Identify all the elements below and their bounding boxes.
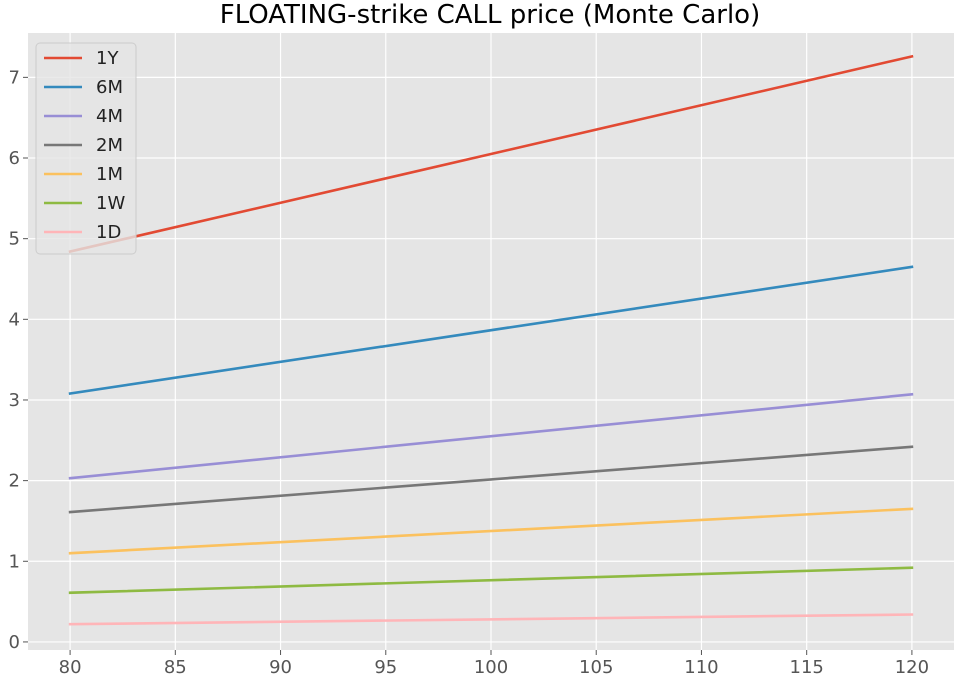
series-line-1m bbox=[68, 507, 914, 555]
series-line-1w bbox=[68, 566, 914, 595]
y-tick-label: 4 bbox=[9, 309, 20, 330]
x-tick-label: 120 bbox=[895, 657, 929, 676]
x-tick-label: 110 bbox=[684, 657, 718, 676]
y-tick-label: 3 bbox=[9, 390, 20, 411]
series-line-1y bbox=[68, 54, 914, 254]
x-axis: 80 85 90 95 100 105 110 115 120 bbox=[59, 650, 929, 676]
x-tick-label: 90 bbox=[269, 657, 292, 676]
legend-label: 1M bbox=[96, 164, 123, 185]
y-tick-label: 5 bbox=[9, 229, 20, 250]
legend-label: 1Y bbox=[96, 48, 119, 69]
legend-label: 4M bbox=[96, 106, 123, 127]
y-tick-label: 6 bbox=[9, 148, 20, 169]
y-tick-label: 2 bbox=[9, 471, 20, 492]
x-tick-label: 80 bbox=[59, 657, 82, 676]
series-line-2m bbox=[68, 445, 914, 514]
grid bbox=[28, 33, 954, 650]
series-line-4m bbox=[68, 392, 914, 480]
x-tick-label: 100 bbox=[474, 657, 508, 676]
legend: 1Y 6M 4M 2M 1M 1W 1D bbox=[35, 42, 137, 255]
y-tick-label: 7 bbox=[9, 67, 20, 88]
y-axis: 0 1 2 3 4 5 6 7 bbox=[9, 67, 28, 653]
series-lines bbox=[68, 54, 914, 626]
x-tick-label: 115 bbox=[790, 657, 824, 676]
legend-label: 1D bbox=[96, 222, 121, 243]
legend-box bbox=[35, 42, 137, 255]
legend-label: 6M bbox=[96, 77, 123, 98]
x-tick-label: 105 bbox=[579, 657, 613, 676]
x-tick-label: 85 bbox=[164, 657, 187, 676]
x-tick-label: 95 bbox=[374, 657, 397, 676]
chart-title: FLOATING-strike CALL price (Monte Carlo) bbox=[220, 0, 760, 30]
series-line-1d bbox=[68, 613, 914, 626]
legend-label: 2M bbox=[96, 135, 123, 156]
y-tick-label: 0 bbox=[9, 632, 20, 653]
series-line-6m bbox=[68, 265, 914, 396]
legend-label: 1W bbox=[96, 193, 125, 214]
y-tick-label: 1 bbox=[9, 551, 20, 572]
